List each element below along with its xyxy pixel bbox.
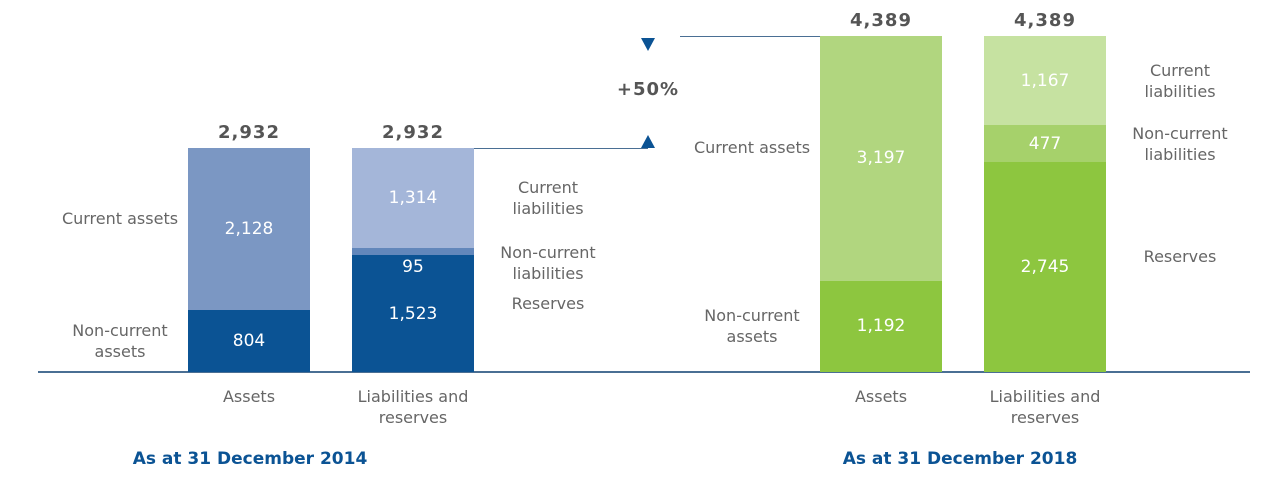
- value-label: 2,128: [224, 219, 274, 240]
- bar-segment: [188, 147, 310, 311]
- value-label: 95: [402, 257, 424, 278]
- bar-segment: [820, 280, 942, 372]
- legend-label: Non-current liabilities: [1132, 123, 1228, 164]
- legend-label: Non-current assets: [704, 306, 800, 347]
- arrow-up: [641, 134, 655, 148]
- bar-segment: [984, 161, 1106, 372]
- legend-label: Current assets: [61, 209, 179, 229]
- total-label: 2,932: [382, 121, 444, 143]
- legend-label: Non-current assets: [72, 321, 168, 362]
- bar-segment: [984, 36, 1106, 126]
- bar-segment: [188, 310, 310, 372]
- x-tick-label: Liabilities and reserves: [357, 387, 469, 427]
- value-label: 1,167: [1020, 70, 1070, 91]
- total-label: 4,389: [850, 10, 912, 32]
- x-tick-label: Assets: [854, 387, 908, 406]
- arrow-down: [641, 38, 655, 52]
- value-label: 477: [1028, 133, 1062, 154]
- x-tick-label: Assets: [222, 387, 276, 406]
- value-label: 3,197: [856, 148, 906, 169]
- value-label: 1,523: [388, 303, 438, 324]
- legend-label: Current assets: [693, 138, 811, 158]
- chart-title: As at 31 December 2014: [132, 449, 368, 469]
- value-label: 2,745: [1020, 256, 1070, 277]
- annotation: +50%: [616, 78, 680, 100]
- legend-label: Current liabilities: [1144, 60, 1216, 101]
- bar-segment: [352, 255, 474, 372]
- value-label: 1,192: [856, 316, 906, 337]
- legend-label: Non-current liabilities: [500, 242, 596, 283]
- total-label: 2,932: [218, 121, 280, 143]
- legend-label: Reserves: [511, 293, 585, 313]
- total-label: 4,389: [1014, 10, 1076, 32]
- axis-line: [38, 371, 1250, 373]
- bar-segment: [352, 147, 474, 249]
- legend-label: Current liabilities: [512, 177, 584, 218]
- x-tick-label: Liabilities and reserves: [989, 387, 1101, 427]
- value-label: 804: [232, 331, 266, 352]
- value-label: 1,314: [388, 187, 438, 208]
- legend-label: Reserves: [1143, 246, 1217, 266]
- connector-line: [474, 147, 648, 149]
- bar-segment: [352, 248, 474, 256]
- connector-line: [680, 36, 820, 38]
- chart-title: As at 31 December 2018: [842, 449, 1078, 469]
- bar-segment: [820, 36, 942, 281]
- bar-segment: [984, 125, 1106, 162]
